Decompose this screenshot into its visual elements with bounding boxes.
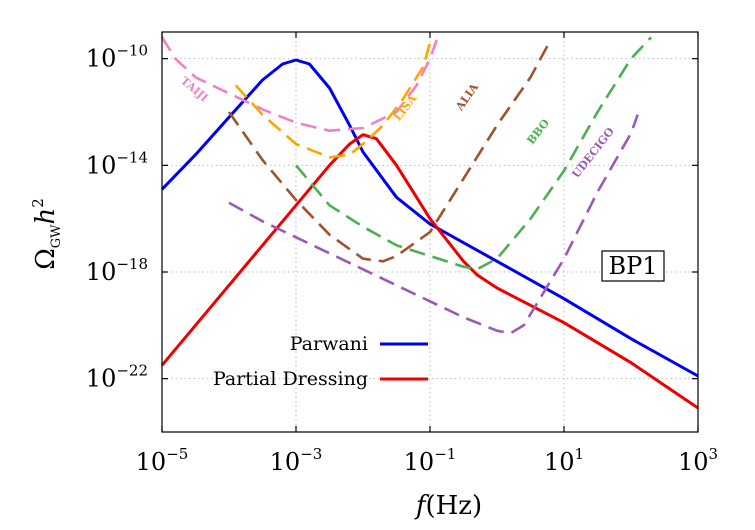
x-tick-base: 10 — [136, 448, 167, 476]
x-axis-title: f(Hz) — [414, 491, 482, 521]
series-parwani-line — [160, 58, 699, 378]
y-tick-base: 10 — [86, 365, 117, 393]
detector-label-udecigo: UDECIGO — [570, 125, 618, 181]
legend-label-partial-dressing: Partial Dressing — [213, 368, 368, 390]
y-axis-superscript: 2 — [29, 198, 47, 208]
x-tick-base: 10 — [678, 448, 709, 476]
curves-layer — [160, 36, 699, 410]
y-tick-base: 10 — [86, 151, 117, 179]
x-tick-exp: −3 — [300, 445, 322, 463]
y-tick-exp: −10 — [116, 42, 148, 60]
detector-label-bbo: BBO — [524, 116, 552, 147]
x-tick-label: 10−3 — [270, 445, 323, 476]
series-lisa-line — [234, 42, 432, 159]
y-tick-label: 10−14 — [86, 148, 148, 179]
x-tick-label: 101 — [544, 445, 584, 476]
x-tick-exp: 3 — [709, 445, 719, 463]
y-tick-base: 10 — [86, 45, 117, 73]
x-axis-unit: (Hz) — [425, 491, 482, 521]
y-tick-label: 10−22 — [86, 362, 148, 393]
y-tick-exp: −22 — [116, 362, 148, 380]
y-axis-subscript: GW — [49, 224, 64, 248]
detector-label-alia: ALIA — [453, 81, 482, 114]
y-tick-exp: −14 — [116, 148, 148, 166]
x-tick-base: 10 — [544, 448, 575, 476]
x-tick-exp: −5 — [166, 445, 188, 463]
bp1-annotation: BP1 — [601, 250, 665, 282]
y-tick-label: 10−10 — [86, 42, 148, 73]
x-tick-exp: 1 — [575, 445, 585, 463]
x-tick-exp: −1 — [434, 445, 456, 463]
series-udecigo-line — [228, 114, 639, 335]
y-axis-omega: Ω — [31, 248, 61, 270]
legend-label-parwani: Parwani — [290, 333, 368, 355]
x-tick-base: 10 — [404, 448, 435, 476]
bp1-label: BP1 — [608, 252, 657, 280]
x-tick-label: 10−5 — [136, 445, 189, 476]
y-axis-title: ΩGWh2 — [29, 198, 64, 270]
y-tick-base: 10 — [86, 258, 117, 286]
legend: Parwani Partial Dressing — [213, 333, 428, 390]
series-partial-dressing-line — [160, 133, 699, 410]
series-bbo-line — [295, 36, 653, 271]
y-axis-h: h — [31, 208, 61, 225]
y-tick-exp: −18 — [116, 255, 148, 273]
series-taiji-line — [160, 36, 438, 132]
x-tick-label: 10−1 — [404, 445, 457, 476]
y-tick-label: 10−18 — [86, 255, 148, 286]
x-tick-base: 10 — [270, 448, 301, 476]
bp1-box — [601, 250, 665, 282]
detector-label-taiji: TAIJI — [178, 74, 211, 104]
series-alia-line — [227, 39, 552, 263]
x-tick-label: 103 — [678, 445, 718, 476]
